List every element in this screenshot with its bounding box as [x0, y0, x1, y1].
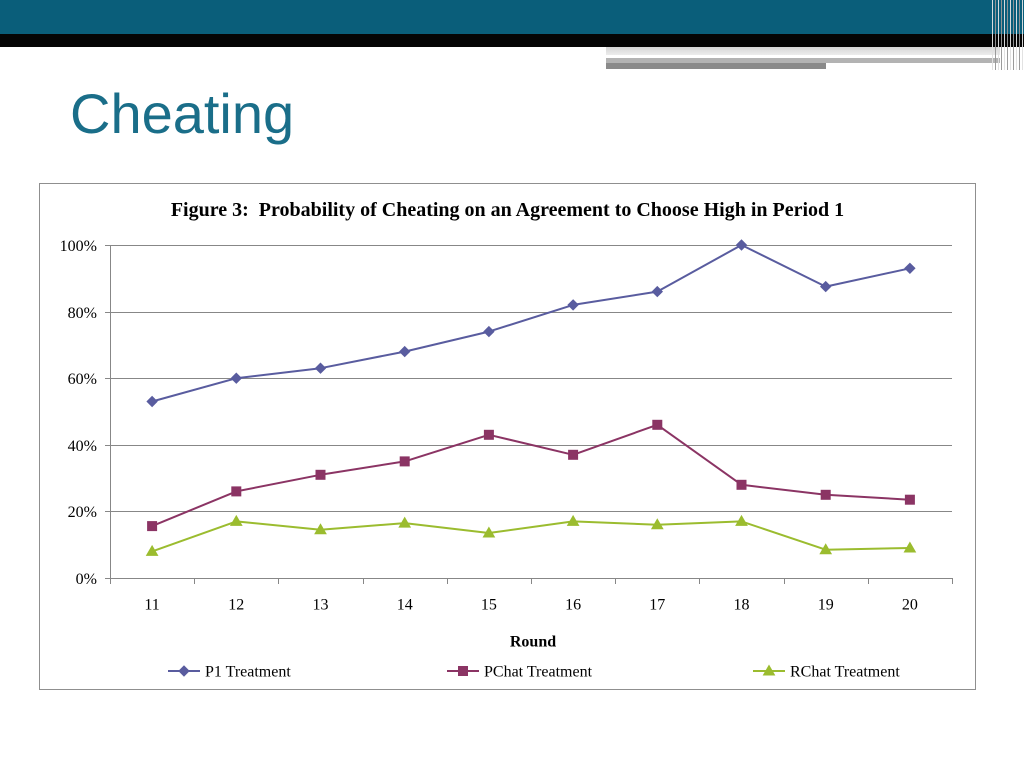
y-tick-label: 20% — [68, 504, 97, 521]
rchat-treatment-point — [145, 544, 159, 556]
legend-label: RChat Treatment — [790, 664, 900, 681]
slide-title: Cheating — [70, 82, 295, 145]
p1-treatment-point — [904, 262, 916, 275]
p1-treatment-point — [819, 280, 832, 293]
pchat-treatment-point — [568, 449, 579, 460]
rchat-treatment-point — [735, 514, 748, 526]
legend-item-rchat-treatment: RChat Treatment — [753, 664, 900, 681]
legend-label: P1 Treatment — [205, 664, 291, 681]
rchat-treatment-point — [819, 543, 833, 555]
legend-marker — [762, 664, 776, 676]
p1-treatment-point — [651, 285, 664, 298]
header-dark-band — [0, 34, 1024, 47]
rchat-treatment-point — [482, 526, 496, 538]
pchat-treatment-point — [736, 479, 747, 490]
legend-item-pchat-treatment: PChat Treatment — [447, 664, 593, 681]
line-chart: Figure 3: Probability of Cheating on an … — [39, 183, 976, 690]
pchat-treatment-point — [904, 494, 915, 505]
x-tick-label: 11 — [144, 597, 159, 614]
p1-treatment-point — [398, 345, 411, 358]
y-tick-label: 80% — [68, 305, 97, 322]
header-rule-light — [606, 47, 1000, 55]
x-tick-label: 13 — [313, 597, 329, 614]
p1-treatment-point — [735, 239, 748, 251]
legend-marker — [178, 665, 190, 677]
rchat-treatment-point — [650, 518, 664, 530]
rchat-treatment-series — [145, 514, 917, 556]
x-tick-label: 15 — [481, 597, 497, 614]
pchat-treatment-point — [399, 456, 410, 467]
pchat-treatment-line — [151, 423, 910, 528]
pchat-treatment-series — [147, 419, 915, 532]
x-tick-label: 12 — [228, 597, 244, 614]
p1-treatment-point — [483, 325, 495, 338]
pchat-treatment-point — [652, 419, 663, 430]
rchat-treatment-point — [314, 523, 327, 535]
x-tick-label: 20 — [902, 597, 918, 614]
x-tick-label: 16 — [565, 597, 581, 614]
rchat-treatment-point — [566, 514, 580, 526]
p1-treatment-line — [151, 244, 911, 403]
x-tick-label: 19 — [818, 597, 834, 614]
p1-treatment-point — [230, 372, 243, 384]
y-tick-label: 60% — [68, 371, 97, 388]
p1-treatment-point — [567, 299, 579, 311]
legend-item-p1-treatment: P1 Treatment — [168, 664, 291, 681]
legend-label: PChat Treatment — [484, 664, 593, 681]
y-tick-label: 40% — [68, 438, 97, 455]
rchat-treatment-point — [398, 516, 412, 528]
pchat-treatment-point — [820, 489, 831, 500]
rchat-treatment-line — [151, 520, 910, 553]
p1-treatment-series — [146, 239, 916, 408]
chart-border — [39, 183, 976, 690]
x-axis-title: Round — [510, 634, 556, 651]
header-rule-dark — [606, 63, 826, 69]
x-tick-label: 17 — [649, 597, 665, 614]
pchat-treatment-point — [147, 521, 158, 532]
rchat-treatment-point — [229, 514, 243, 526]
rchat-treatment-point — [903, 541, 917, 553]
y-tick-label: 0% — [76, 571, 97, 588]
x-tick-label: 18 — [734, 597, 750, 614]
x-axis: 11 12 13 14 15 16 17 18 19 20 — [110, 578, 953, 614]
p1-treatment-point — [146, 395, 158, 408]
y-tick-label: 100% — [60, 238, 97, 255]
header-stripes — [990, 0, 1024, 70]
chart-container: Figure 3: Probability of Cheating on an … — [39, 183, 976, 690]
pchat-treatment-point — [231, 486, 242, 497]
legend-marker — [458, 666, 468, 676]
pchat-treatment-point — [315, 469, 326, 480]
header-band — [0, 0, 1024, 34]
header-rule-gray — [606, 58, 1000, 63]
p1-treatment-point — [314, 362, 327, 374]
header-rule-white — [606, 55, 948, 58]
chart-title: Figure 3: Probability of Cheating on an … — [171, 199, 844, 221]
pchat-treatment-point — [483, 429, 494, 440]
legend: P1 Treatment PChat Treatment RChat Treatme… — [168, 664, 900, 681]
x-tick-label: 14 — [397, 597, 413, 614]
